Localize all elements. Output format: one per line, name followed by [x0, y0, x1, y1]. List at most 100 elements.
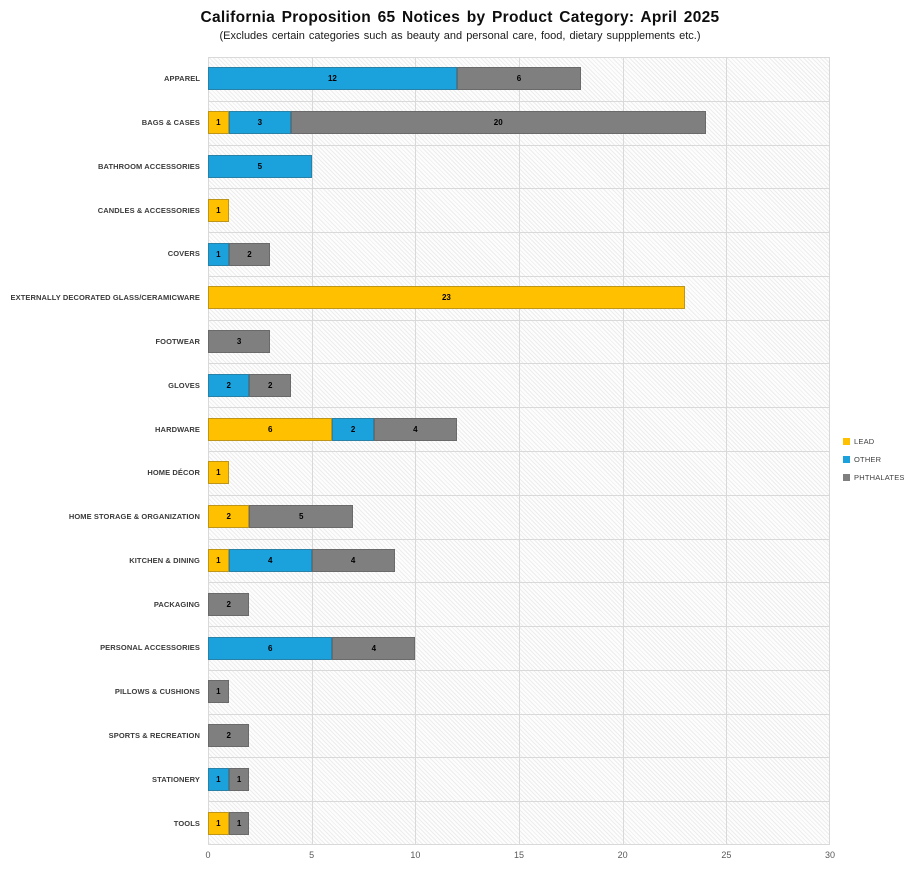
- bar-segment-lead: 1: [208, 198, 229, 222]
- category-label: BATHROOM ACCESSORIES: [97, 161, 200, 171]
- category-label: KITCHEN & DINING: [129, 555, 200, 565]
- bar-segment-phthalates: 20: [290, 111, 706, 135]
- legend: LEAD OTHER PHTHALATES: [843, 432, 905, 486]
- bar-segment-lead: 1: [208, 111, 229, 135]
- segment-value-label: 4: [350, 555, 356, 565]
- segment-value-label: 12: [327, 74, 337, 84]
- bar-segment-phthalates: 5: [249, 505, 354, 529]
- gridline-v: [726, 57, 728, 845]
- bar-row: 1: [208, 198, 229, 222]
- bar-segment-phthalates: 1: [228, 767, 250, 791]
- x-tick-label: 10: [410, 850, 421, 860]
- bar-segment-phthalates: 4: [373, 417, 457, 441]
- bar-row: 1 3 20: [208, 111, 706, 135]
- bar-segment-other: 5: [208, 154, 312, 178]
- bar-segment-lead: 1: [208, 461, 229, 485]
- bar-segment-other: 3: [228, 111, 291, 135]
- category-label: GLOVES: [168, 380, 200, 390]
- bar-row: 23: [208, 286, 685, 310]
- gridline-v: [622, 57, 624, 845]
- category-label: COVERS: [167, 249, 200, 259]
- bar-segment-phthalates: 2: [249, 373, 291, 397]
- x-tick-label: 20: [617, 850, 628, 860]
- segment-value-label: 1: [216, 687, 221, 697]
- category-label: PILLOWS & CUSHIONS: [114, 687, 200, 697]
- bar-segment-other: 4: [228, 548, 312, 572]
- category-label: HOME STORAGE & ORGANIZATION: [68, 512, 200, 522]
- bar-segment-other: 6: [208, 636, 333, 660]
- bar-segment-phthalates: 4: [311, 548, 395, 572]
- legend-item: LEAD: [843, 432, 905, 450]
- x-tick-label: 5: [309, 850, 315, 860]
- bar-segment-phthalates: 2: [228, 242, 271, 266]
- bar-row: 1 4 4: [208, 548, 395, 572]
- segment-value-label: 3: [236, 337, 242, 347]
- segment-value-label: 20: [493, 118, 503, 128]
- chart-title: California Proposition 65 Notices by Pro…: [200, 9, 720, 26]
- category-label: PERSONAL ACCESSORIES: [100, 643, 200, 653]
- bar-row: 2: [208, 724, 250, 748]
- category-label: CANDLES & ACCESSORIES: [97, 205, 200, 215]
- bar-segment-phthalates: 2: [208, 592, 250, 616]
- bar-segment-phthalates: 1: [208, 680, 229, 704]
- legend-swatch: [843, 455, 850, 463]
- x-tick-label: 0: [205, 850, 211, 860]
- segment-value-label: 5: [299, 512, 304, 522]
- segment-value-label: 2: [267, 380, 273, 390]
- chart-subtitle: (Excludes certain categories such as bea…: [219, 30, 701, 42]
- segment-value-label: 2: [226, 599, 231, 609]
- segment-value-label: 4: [413, 424, 418, 434]
- segment-value-label: 1: [216, 118, 221, 128]
- segment-value-label: 4: [371, 643, 377, 653]
- bar-row: 12 6: [208, 67, 582, 91]
- category-label: SPORTS & RECREATION: [108, 731, 200, 741]
- segment-value-label: 4: [267, 555, 273, 565]
- bar-row: 5: [208, 154, 312, 178]
- segment-value-label: 6: [267, 424, 273, 434]
- segment-value-label: 1: [216, 249, 221, 259]
- bar-segment-lead: 2: [208, 505, 250, 529]
- bar-segment-other: 2: [332, 417, 374, 441]
- gridline-v: [829, 57, 830, 845]
- bar-segment-phthalates: 3: [208, 330, 271, 354]
- segment-value-label: 2: [226, 731, 231, 741]
- segment-value-label: 1: [236, 774, 242, 784]
- category-label: FOOTWEAR: [155, 337, 200, 347]
- segment-value-label: 1: [236, 818, 242, 828]
- legend-item: PHTHALATES: [843, 468, 905, 486]
- segment-value-label: 1: [216, 774, 221, 784]
- gridline-v: [208, 57, 209, 845]
- bar-segment-other: 2: [208, 373, 250, 397]
- x-tick-label: 15: [513, 850, 525, 860]
- bar-segment-phthalates: 2: [208, 724, 250, 748]
- bar-row: 3: [208, 330, 271, 354]
- bar-segment-phthalates: 4: [332, 636, 416, 660]
- x-tick-label: 25: [721, 850, 732, 860]
- segment-value-label: 3: [257, 118, 263, 128]
- segment-value-label: 6: [267, 643, 273, 653]
- legend-item: OTHER: [843, 450, 905, 468]
- x-tick-label: 30: [824, 850, 836, 860]
- category-label: STATIONERY: [152, 774, 200, 784]
- legend-swatch: [843, 437, 850, 445]
- category-label: HOME DÉCOR: [147, 468, 200, 478]
- bar-row: 1: [208, 461, 229, 485]
- category-label: PACKAGING: [153, 599, 200, 609]
- legend-label: OTHER: [854, 454, 882, 464]
- category-label: HARDWARE: [155, 424, 200, 434]
- legend-swatch: [843, 473, 850, 481]
- bar-segment-lead: 1: [208, 811, 229, 835]
- gridline-v: [415, 57, 417, 845]
- segment-value-label: 1: [216, 555, 221, 565]
- legend-label: LEAD: [854, 436, 875, 446]
- bar-segment-other: 1: [208, 767, 229, 791]
- bar-segment-other: 12: [208, 67, 457, 91]
- category-label: BAGS & CASES: [141, 118, 200, 128]
- bar-segment-lead: 6: [208, 417, 333, 441]
